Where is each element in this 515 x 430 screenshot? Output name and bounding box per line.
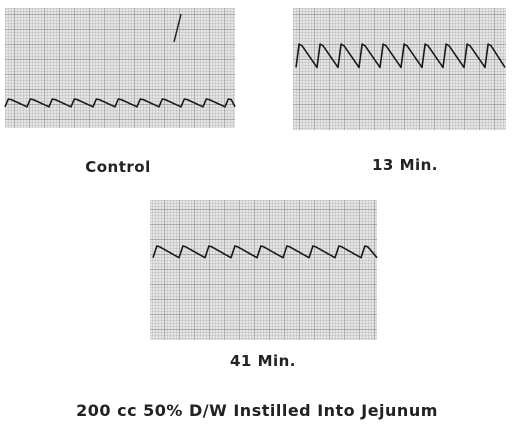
panel-label: 13 Min. xyxy=(372,156,438,174)
panel-label: Control xyxy=(85,158,151,176)
strip-grid xyxy=(150,200,377,340)
panel-41-min: 41 Min. xyxy=(150,200,377,370)
panel-label: 41 Min. xyxy=(230,352,296,370)
strip-grid xyxy=(5,8,235,128)
panel-control: Control xyxy=(5,8,235,176)
strip-grid xyxy=(293,8,506,130)
panel-13-min: 13 Min. xyxy=(293,8,506,174)
caption: 200 cc 50% D/W Instilled Into Jejunum xyxy=(76,401,438,420)
figure: Control 13 Min. 41 Min. 200 cc 50% D/W I… xyxy=(0,0,515,430)
page: {"panels": [{"label": "Control"}, {"labe… xyxy=(0,0,515,430)
